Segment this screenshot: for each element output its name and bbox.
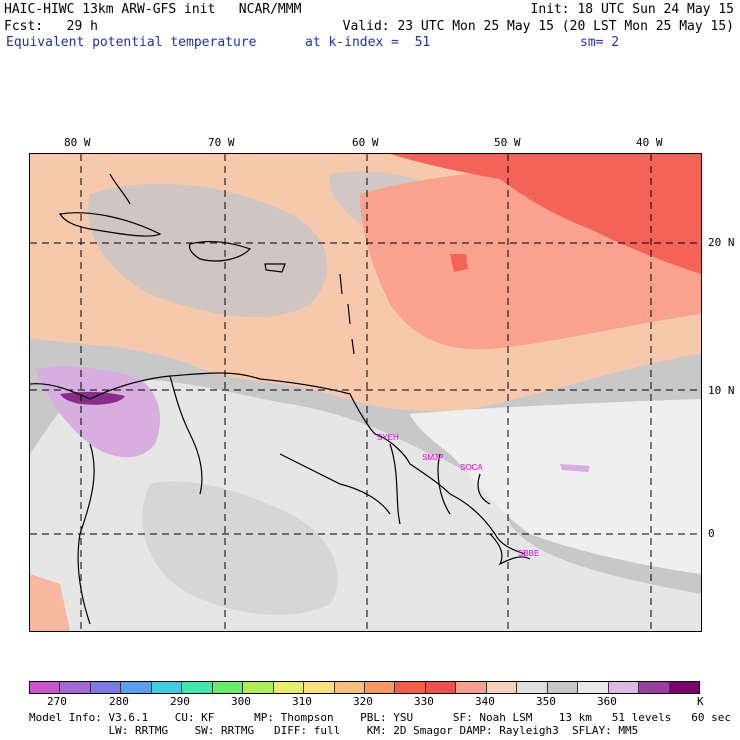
french-guiana-border bbox=[477, 473, 491, 505]
colorbar-swatch bbox=[182, 682, 213, 693]
suriname-border bbox=[437, 453, 451, 515]
level-label: at k-index = 51 bbox=[305, 35, 431, 50]
colorbar-swatch bbox=[30, 682, 61, 693]
station-labels: SYEH SMJP SOCA SBBE bbox=[377, 433, 539, 558]
puerto-rico-outline bbox=[264, 263, 286, 273]
smoothing-label: sm= 2 bbox=[580, 35, 620, 50]
colorbar-label-270: 270 bbox=[47, 695, 67, 708]
colorbar-swatch bbox=[212, 682, 244, 693]
colorbar-swatch bbox=[334, 682, 365, 693]
colorbar-swatch bbox=[364, 682, 396, 693]
model-info-line2: LW: RRTMG SW: RRTMG DIFF: full KM: 2D Sm… bbox=[29, 724, 639, 737]
ocean-light-region bbox=[410, 399, 701, 574]
colorbar-label-300: 300 bbox=[231, 695, 251, 708]
colorbar-label-360: 360 bbox=[597, 695, 617, 708]
colorbar-label-340: 340 bbox=[475, 695, 495, 708]
colorbar-swatch bbox=[60, 682, 91, 693]
salmon-patch-sw bbox=[30, 574, 70, 631]
colorbar-swatch bbox=[486, 682, 518, 693]
lon-label-50w: 50 W bbox=[494, 136, 521, 149]
lat-label-20n: 20 N bbox=[708, 236, 735, 249]
station-syeh: SYEH bbox=[377, 433, 399, 442]
map-panel: SYEH SMJP SOCA SBBE bbox=[29, 153, 702, 632]
colorbar-swatch bbox=[151, 682, 183, 693]
colorbar-swatch bbox=[578, 682, 609, 693]
cuba-outline bbox=[59, 212, 162, 237]
colorbar-swatch bbox=[121, 682, 152, 693]
coastlines bbox=[30, 173, 531, 625]
gray-patch-caribbean bbox=[88, 183, 328, 318]
amazon-mouth-outline bbox=[489, 533, 531, 566]
theta-e-map: SYEH SMJP SOCA SBBE bbox=[30, 154, 701, 631]
field-name: Equivalent potential temperature bbox=[6, 35, 257, 50]
hispaniola-outline bbox=[188, 240, 252, 262]
colorbar bbox=[29, 681, 700, 694]
colorbar-swatch bbox=[304, 682, 335, 693]
bahamas-outline bbox=[109, 173, 131, 205]
colorbar-swatch bbox=[90, 682, 122, 693]
venezuela-brazil-border bbox=[279, 453, 391, 515]
station-smjp: SMJP bbox=[422, 453, 443, 462]
colorbar-label-280: 280 bbox=[109, 695, 129, 708]
station-sbbe: SBBE bbox=[518, 549, 539, 558]
lon-label-40w: 40 W bbox=[636, 136, 663, 149]
model-info-line1: Model Info: V3.6.1 CU: KF MP: Thompson P… bbox=[29, 711, 731, 724]
valid-time: Valid: 23 UTC Mon 25 May 15 (20 LST Mon … bbox=[342, 19, 734, 34]
land-gray-patch bbox=[142, 481, 338, 615]
graticule bbox=[30, 154, 701, 631]
colorbar-swatch bbox=[608, 682, 640, 693]
colorbar-label-350: 350 bbox=[536, 695, 556, 708]
red-spot bbox=[450, 254, 468, 272]
colorbar-swatch bbox=[243, 682, 274, 693]
colorbar-label-320: 320 bbox=[353, 695, 373, 708]
colorbar-swatch bbox=[456, 682, 487, 693]
colorbar-label-310: 310 bbox=[292, 695, 312, 708]
colorbar-swatch bbox=[273, 682, 305, 693]
guyana-border bbox=[389, 443, 401, 525]
colorbar-unit: K bbox=[697, 695, 704, 708]
south-america-coast bbox=[30, 372, 526, 555]
colorbar-swatch bbox=[395, 682, 426, 693]
colorbar-swatch bbox=[517, 682, 548, 693]
colorbar-swatch bbox=[425, 682, 457, 693]
lat-label-0: 0 bbox=[708, 527, 715, 540]
colorbar-swatch bbox=[669, 682, 699, 693]
colombia-venezuela-border bbox=[169, 375, 203, 495]
model-title: HAIC-HIWC 13km ARW-GFS init NCAR/MMM bbox=[4, 2, 302, 17]
station-soca: SOCA bbox=[460, 463, 483, 472]
colorbar-label-330: 330 bbox=[414, 695, 434, 708]
colorbar-swatch bbox=[547, 682, 579, 693]
lesser-antilles bbox=[339, 273, 355, 355]
lon-label-70w: 70 W bbox=[208, 136, 235, 149]
lon-label-60w: 60 W bbox=[352, 136, 379, 149]
forecast-hour: Fcst: 29 h bbox=[4, 19, 98, 34]
colorbar-swatch bbox=[639, 682, 670, 693]
purple-spot-east bbox=[560, 464, 590, 472]
red-region bbox=[390, 154, 701, 274]
colorbar-label-290: 290 bbox=[170, 695, 190, 708]
init-time: Init: 18 UTC Sun 24 May 15 bbox=[530, 2, 735, 17]
lat-label-10n: 10 N bbox=[708, 384, 735, 397]
lon-label-80w: 80 W bbox=[64, 136, 91, 149]
